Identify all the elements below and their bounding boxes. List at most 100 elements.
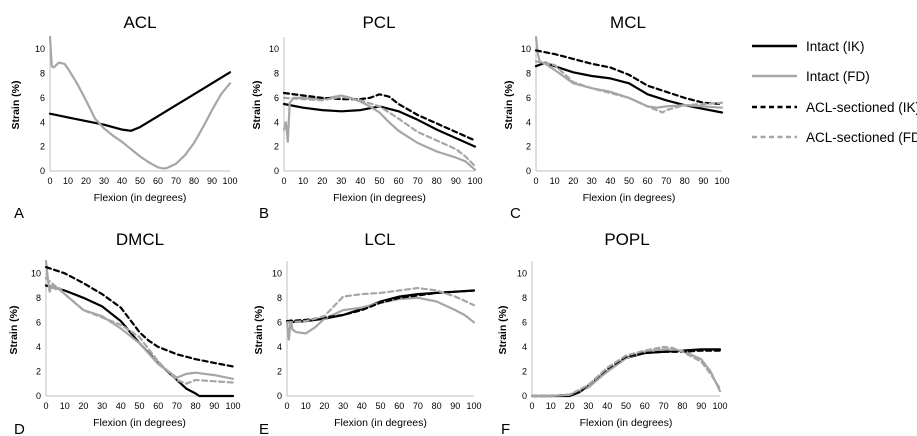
y-tick-label: 0	[277, 391, 282, 401]
y-tick-label: 0	[522, 391, 527, 401]
y-axis-label: Strain (%)	[253, 305, 265, 354]
series-line-acl-sectioned-fd	[534, 60, 724, 114]
x-tick-label: 20	[317, 176, 327, 186]
x-tick-label: 100	[714, 176, 729, 186]
y-tick-label: 2	[526, 142, 531, 152]
x-tick-label: 40	[605, 176, 615, 186]
panel-title: DMCL	[116, 230, 164, 249]
y-tick-label: 6	[36, 317, 41, 327]
x-tick-label: 100	[712, 401, 727, 411]
x-tick-label: 0	[529, 401, 534, 411]
x-axis-label: Flexion (in degrees)	[333, 192, 426, 204]
x-tick-label: 80	[189, 176, 199, 186]
x-tick-label: 50	[621, 401, 631, 411]
panel-title: MCL	[610, 13, 646, 32]
x-tick-label: 50	[135, 176, 145, 186]
x-tick-label: 30	[336, 176, 346, 186]
y-axis-label: Strain (%)	[251, 80, 263, 129]
y-tick-label: 8	[36, 293, 41, 303]
x-tick-label: 50	[134, 401, 144, 411]
y-axis-label: Strain (%)	[10, 80, 22, 129]
series-line-intact-fd	[44, 259, 235, 380]
y-tick-label: 2	[274, 142, 279, 152]
x-tick-label: 50	[375, 401, 385, 411]
x-tick-label: 0	[284, 401, 289, 411]
x-tick-label: 50	[374, 176, 384, 186]
x-axis-label: Flexion (in degrees)	[94, 192, 187, 204]
legend-label: ACL-sectioned (FD)	[806, 130, 917, 145]
y-tick-label: 10	[269, 44, 279, 54]
panel-title: POPL	[604, 230, 649, 249]
x-tick-label: 0	[43, 401, 48, 411]
y-tick-label: 10	[517, 268, 527, 278]
y-tick-label: 4	[526, 117, 531, 127]
x-tick-label: 20	[568, 176, 578, 186]
x-tick-label: 10	[301, 401, 311, 411]
x-tick-label: 40	[355, 176, 365, 186]
x-tick-label: 30	[587, 176, 597, 186]
x-tick-label: 60	[643, 176, 653, 186]
y-tick-label: 8	[522, 293, 527, 303]
x-tick-label: 20	[81, 176, 91, 186]
y-tick-label: 10	[31, 268, 41, 278]
x-tick-label: 100	[467, 176, 482, 186]
series-line-acl-sectioned-ik	[44, 266, 235, 368]
x-tick-label: 10	[60, 401, 70, 411]
x-tick-label: 70	[413, 401, 423, 411]
series-line-acl-sectioned-ik	[534, 49, 724, 106]
x-axis-label: Flexion (in degrees)	[93, 417, 186, 429]
y-tick-label: 10	[35, 44, 45, 54]
y-tick-label: 4	[277, 342, 282, 352]
x-tick-label: 70	[659, 401, 669, 411]
x-tick-label: 10	[550, 176, 560, 186]
panel-label: D	[14, 421, 25, 436]
y-tick-label: 2	[522, 366, 527, 376]
x-tick-label: 80	[680, 176, 690, 186]
x-tick-label: 40	[357, 401, 367, 411]
series-line-acl-sectioned-ik	[285, 289, 476, 323]
x-tick-label: 70	[413, 176, 423, 186]
y-tick-label: 4	[40, 117, 45, 127]
y-axis-label: Strain (%)	[8, 305, 20, 354]
series-line-acl-sectioned-fd	[44, 277, 235, 385]
legend: Intact (IK) Intact (FD) ACL-sectioned (IK)…	[752, 39, 917, 145]
y-tick-label: 4	[522, 342, 527, 352]
series-line-acl-sectioned-fd	[282, 95, 477, 168]
y-tick-label: 2	[40, 142, 45, 152]
panel-label: F	[501, 421, 510, 436]
x-tick-label: 100	[222, 176, 237, 186]
legend-label: ACL-sectioned (IK)	[806, 100, 917, 115]
x-axis-label: Flexion (in degrees)	[580, 417, 673, 429]
panel-title: LCL	[364, 230, 395, 249]
x-tick-label: 30	[338, 401, 348, 411]
x-tick-label: 10	[63, 176, 73, 186]
panel-title: PCL	[362, 13, 395, 32]
series-line-intact-ik	[48, 71, 232, 132]
y-axis-label: Strain (%)	[497, 305, 509, 354]
y-tick-label: 6	[522, 317, 527, 327]
series-line-intact-fd	[48, 35, 232, 170]
panel-label: C	[510, 205, 521, 222]
x-tick-label: 90	[207, 176, 217, 186]
x-tick-label: 100	[225, 401, 240, 411]
x-tick-label: 90	[450, 401, 460, 411]
x-tick-label: 80	[432, 401, 442, 411]
series-line-acl-sectioned-ik	[282, 91, 477, 142]
x-tick-label: 10	[546, 401, 556, 411]
x-tick-label: 90	[698, 176, 708, 186]
x-tick-label: 40	[602, 401, 612, 411]
y-tick-label: 6	[277, 317, 282, 327]
series-line-intact-fd	[285, 296, 476, 341]
x-tick-label: 90	[209, 401, 219, 411]
x-tick-label: 60	[153, 401, 163, 411]
y-tick-label: 2	[36, 366, 41, 376]
x-tick-label: 70	[661, 176, 671, 186]
panel-label: B	[259, 205, 269, 222]
x-tick-label: 30	[99, 176, 109, 186]
x-tick-label: 20	[319, 401, 329, 411]
x-tick-label: 40	[116, 401, 126, 411]
